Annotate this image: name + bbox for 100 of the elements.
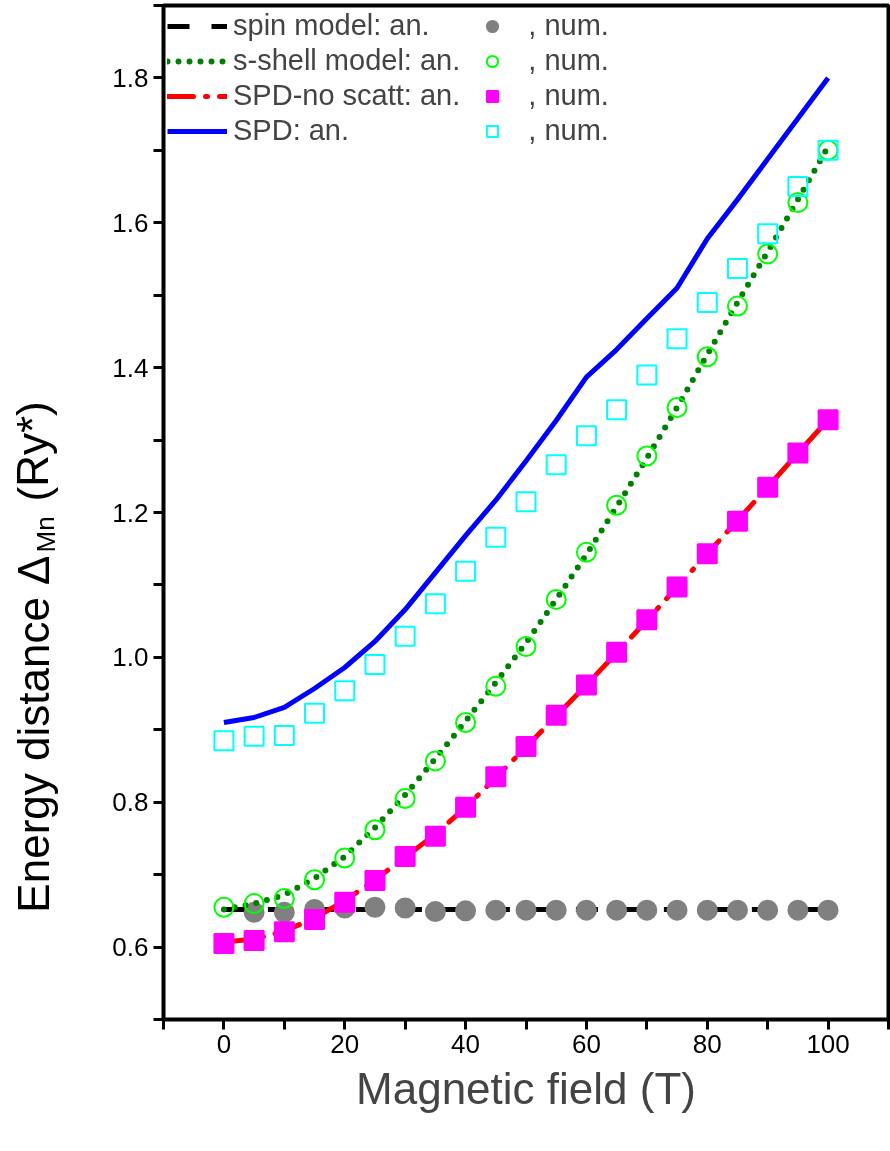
point bbox=[455, 560, 477, 582]
point bbox=[726, 899, 748, 921]
x-tick-label: 0 bbox=[216, 1028, 232, 1059]
point bbox=[545, 704, 567, 726]
point bbox=[757, 243, 779, 265]
point bbox=[424, 593, 446, 615]
point bbox=[273, 888, 295, 910]
point bbox=[364, 896, 386, 918]
point bbox=[424, 901, 446, 923]
point bbox=[666, 576, 688, 598]
point bbox=[334, 891, 356, 913]
point bbox=[575, 541, 597, 563]
point bbox=[726, 295, 748, 317]
point bbox=[515, 735, 537, 757]
legend-label: , num. bbox=[528, 114, 609, 147]
legend-label: SPD-no scatt: an. bbox=[233, 79, 461, 112]
point bbox=[485, 899, 507, 921]
point bbox=[636, 609, 658, 631]
y-tick-label: 0.8 bbox=[112, 787, 149, 818]
point bbox=[696, 346, 718, 368]
x-tick-label: 40 bbox=[451, 1028, 481, 1059]
x-tick-label: 100 bbox=[806, 1028, 850, 1059]
point bbox=[606, 899, 628, 921]
point bbox=[394, 788, 416, 810]
point bbox=[273, 725, 295, 747]
point bbox=[757, 899, 779, 921]
legend-label: , num. bbox=[528, 9, 609, 42]
point bbox=[424, 825, 446, 847]
point bbox=[726, 510, 748, 532]
point bbox=[636, 445, 658, 467]
point bbox=[787, 442, 809, 464]
point bbox=[545, 899, 567, 921]
point bbox=[364, 654, 386, 676]
point bbox=[515, 636, 537, 657]
legend-label: , num. bbox=[528, 79, 609, 112]
point bbox=[515, 899, 537, 921]
point bbox=[364, 869, 386, 891]
point bbox=[575, 425, 597, 447]
point bbox=[696, 291, 718, 313]
point bbox=[696, 899, 718, 921]
point bbox=[757, 223, 779, 245]
point bbox=[787, 899, 809, 921]
point bbox=[666, 328, 688, 350]
x-axis-title: Magnetic field (T) bbox=[356, 1063, 696, 1113]
point bbox=[787, 176, 809, 198]
point bbox=[787, 192, 809, 213]
point bbox=[243, 725, 265, 747]
point bbox=[606, 641, 628, 663]
point bbox=[334, 847, 356, 869]
point bbox=[304, 702, 326, 724]
y-tick-label: 1.6 bbox=[112, 207, 149, 238]
legend-label: s-shell model: an. bbox=[233, 44, 461, 77]
point bbox=[213, 730, 235, 752]
point bbox=[394, 846, 416, 868]
point bbox=[545, 454, 567, 476]
x-tick-label: 60 bbox=[571, 1028, 601, 1059]
y-tick-label: 1.2 bbox=[112, 497, 149, 528]
point bbox=[485, 675, 507, 697]
point bbox=[424, 750, 446, 772]
point bbox=[485, 766, 507, 788]
legend-label: SPD: an. bbox=[233, 114, 350, 147]
point bbox=[304, 909, 326, 931]
point bbox=[636, 899, 658, 921]
point bbox=[636, 364, 658, 386]
point bbox=[726, 257, 748, 279]
point bbox=[243, 930, 265, 952]
point bbox=[455, 712, 477, 734]
point bbox=[666, 899, 688, 921]
x-tick-label: 80 bbox=[692, 1028, 722, 1059]
point bbox=[485, 526, 507, 548]
point bbox=[757, 476, 779, 498]
point bbox=[213, 896, 235, 918]
point bbox=[545, 588, 567, 610]
point bbox=[666, 397, 688, 418]
legend-label: , num. bbox=[528, 44, 609, 77]
point bbox=[575, 674, 597, 696]
y-tick-label: 1.4 bbox=[112, 352, 149, 383]
point bbox=[606, 494, 628, 516]
point bbox=[243, 893, 265, 915]
point bbox=[455, 900, 477, 922]
y-tick-label: 0.6 bbox=[112, 932, 149, 963]
y-tick-label: 1.0 bbox=[112, 642, 149, 673]
point bbox=[394, 897, 416, 919]
point bbox=[696, 543, 718, 565]
point bbox=[304, 869, 326, 891]
x-tick-label: 20 bbox=[330, 1028, 360, 1059]
point bbox=[575, 899, 597, 921]
y-tick-label: 1.8 bbox=[112, 62, 149, 93]
legend-label: spin model: an. bbox=[233, 9, 430, 42]
point bbox=[394, 625, 416, 647]
y-axis-title: Energy distance ΔMn (Ry*) bbox=[8, 401, 61, 913]
point bbox=[455, 796, 477, 818]
point bbox=[817, 409, 839, 431]
point bbox=[515, 491, 537, 513]
point bbox=[213, 932, 235, 954]
point bbox=[273, 921, 295, 943]
point bbox=[817, 899, 839, 921]
point bbox=[334, 680, 356, 702]
point bbox=[606, 399, 628, 421]
point bbox=[364, 819, 386, 841]
